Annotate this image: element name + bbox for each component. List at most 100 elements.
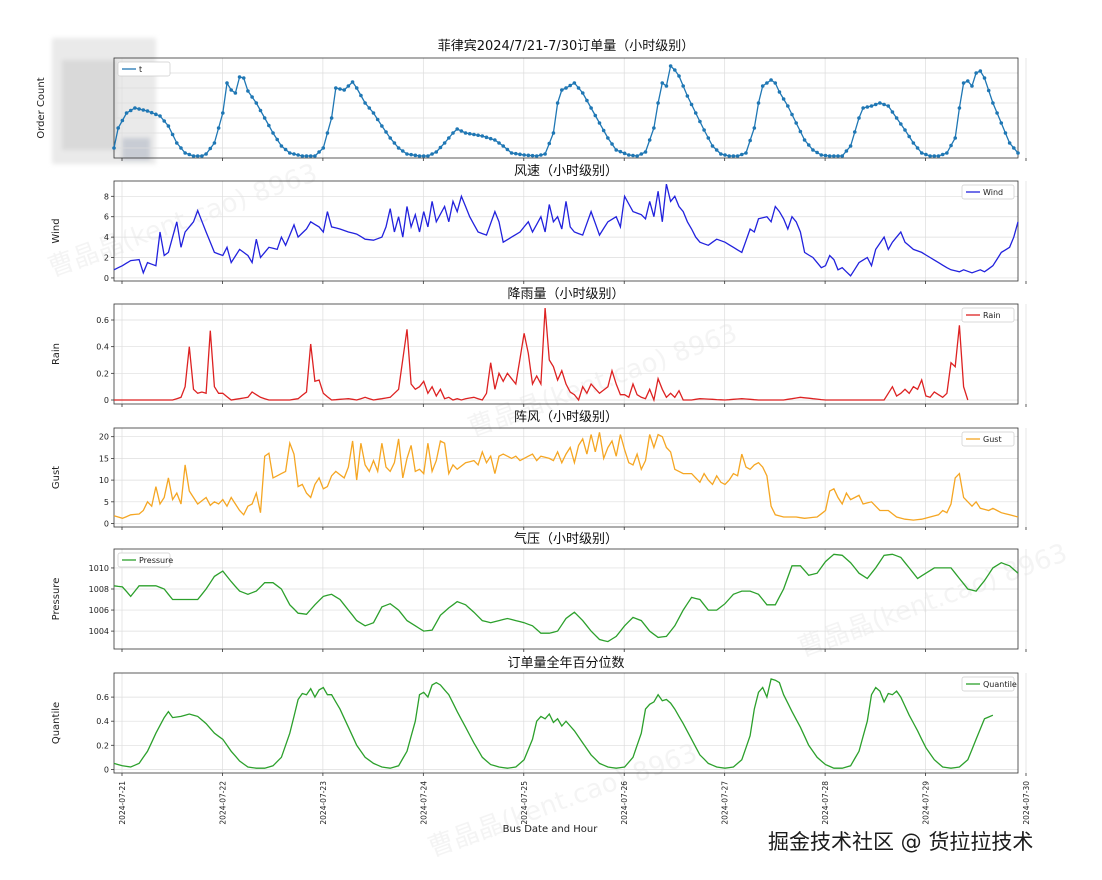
data-point (221, 111, 225, 115)
data-point (794, 121, 798, 125)
data-point (631, 153, 635, 158)
data-point (375, 117, 380, 122)
y-tick-label: 0.2 (96, 369, 109, 378)
data-point (208, 146, 213, 151)
data-point (413, 153, 418, 158)
data-point (179, 146, 183, 150)
data-point (388, 136, 393, 140)
data-point (781, 97, 786, 101)
data-point (513, 151, 518, 156)
data-point (593, 113, 598, 118)
data-point (832, 154, 836, 158)
data-point (304, 154, 309, 158)
data-point (246, 89, 250, 93)
data-point (739, 152, 744, 157)
data-point (170, 132, 175, 137)
data-point (961, 81, 966, 85)
blurred-legend-overlay (52, 38, 156, 164)
legend-box (961, 184, 1015, 200)
data-point (702, 128, 706, 132)
data-point (865, 105, 870, 109)
data-point (442, 141, 447, 145)
data-point (1016, 151, 1020, 155)
data-point (689, 102, 694, 107)
data-point (974, 71, 978, 75)
data-point (597, 121, 602, 125)
legend: Rain (961, 307, 1015, 323)
panel-3: 降雨量（小时级别） 0 0.2 0.4 0.6 Rain Rain (51, 287, 1027, 407)
panel-title: 订单量全年百分位数 (507, 655, 624, 671)
data-point (191, 154, 196, 158)
data-point (174, 141, 179, 145)
data-point (141, 108, 146, 112)
data-point (547, 141, 552, 146)
data-point (396, 146, 401, 150)
y-tick-label: 2 (104, 254, 109, 263)
data-point (873, 102, 878, 107)
data-point (313, 154, 317, 158)
y-tick-label: 0 (104, 396, 109, 405)
data-point (719, 152, 723, 156)
data-point (417, 154, 422, 158)
data-point (421, 154, 426, 158)
y-axis-label: Wind (51, 218, 62, 243)
data-point (183, 151, 187, 155)
x-tick-label: 2024-07-26 (620, 781, 629, 825)
data-point (681, 84, 685, 88)
panel-title: 降雨量（小时级别） (507, 287, 624, 302)
data-point (534, 154, 539, 158)
data-point (731, 154, 736, 158)
data-point (233, 91, 238, 95)
legend-label: Gust (983, 435, 1002, 444)
y-tick-label: 4 (104, 233, 109, 242)
data-point (128, 108, 133, 113)
y-tick-label: 1004 (89, 627, 109, 636)
plot-frame (113, 303, 1019, 405)
data-point (342, 88, 346, 92)
y-axis-label: Gust (51, 466, 62, 489)
data-point (622, 151, 627, 156)
data-point (467, 131, 472, 136)
data-point (430, 152, 434, 156)
data-point (350, 80, 355, 84)
data-point (844, 149, 849, 153)
legend-box (961, 676, 1015, 692)
plot-frame (113, 672, 1019, 774)
panel-2: 风速（小时级别） 0 2 4 6 8 Wind Wind (51, 164, 1027, 284)
data-point (790, 112, 794, 117)
data-point (497, 141, 501, 145)
data-point (890, 110, 895, 114)
data-point (308, 154, 313, 158)
x-tick-label: 2024-07-24 (419, 781, 428, 825)
y-tick-label: 20 (99, 433, 109, 442)
data-point (652, 126, 656, 130)
legend-label: t (139, 65, 142, 74)
data-point (610, 142, 614, 146)
data-point (991, 101, 995, 105)
data-point (580, 91, 585, 95)
data-point (275, 137, 280, 142)
data-point (685, 94, 690, 98)
y-tick-label: 0 (104, 274, 109, 283)
data-point (120, 118, 125, 123)
data-point (957, 106, 962, 110)
data-point (447, 136, 451, 140)
data-point (241, 76, 246, 80)
data-point (145, 109, 150, 113)
data-point (254, 101, 259, 105)
data-point (840, 154, 845, 158)
data-point (158, 114, 162, 118)
data-point (476, 133, 480, 138)
data-point (606, 136, 610, 140)
data-point (848, 144, 853, 148)
panel-5: 气压（小时级别） 1004 1006 1008 1010 Pressure Pressure (51, 531, 1027, 652)
data-point (970, 84, 974, 88)
data-point (543, 152, 547, 156)
data-point (225, 81, 229, 85)
x-tick-label: 2024-07-28 (821, 781, 830, 825)
x-tick-label: 2024-07-27 (721, 781, 730, 825)
data-point (965, 79, 970, 83)
data-point (710, 144, 715, 148)
data-point (560, 88, 564, 92)
